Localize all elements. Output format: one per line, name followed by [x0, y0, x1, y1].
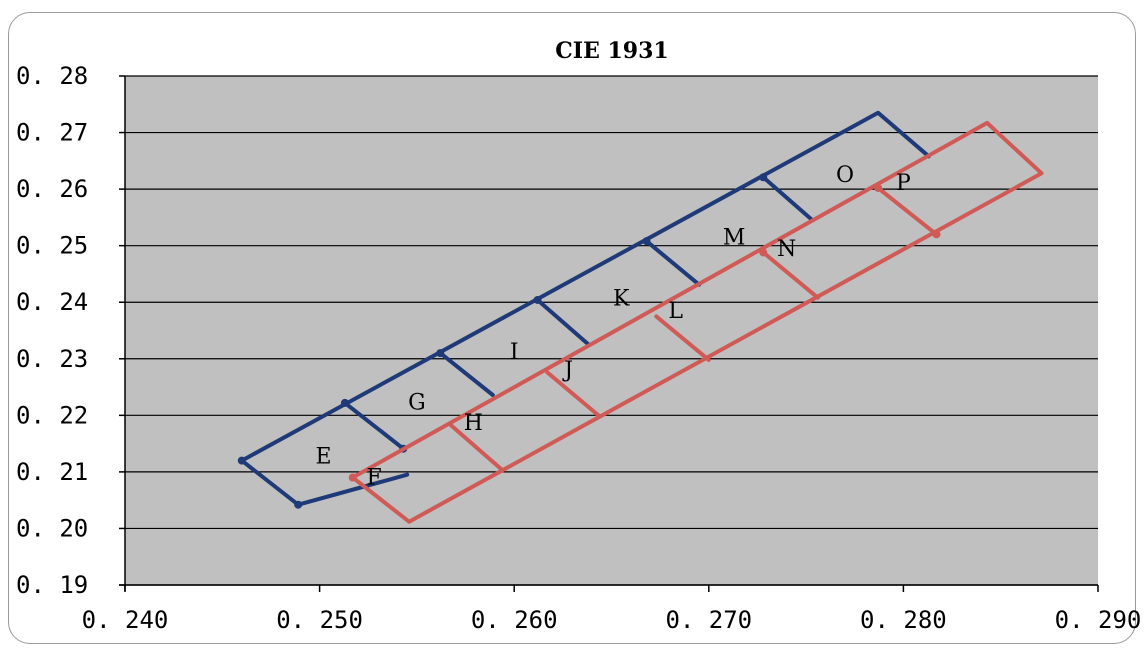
region-label: E [315, 444, 331, 469]
region-label: O [836, 163, 854, 188]
region-label: M [723, 226, 746, 251]
x-tick-label: 0. 260 [471, 606, 558, 634]
region-label: N [777, 237, 796, 262]
x-tick-label: 0. 290 [1055, 606, 1142, 634]
series-0-point [759, 173, 768, 182]
series-1-point [874, 183, 883, 192]
y-tick-label: 0. 22 [16, 401, 88, 429]
tick-labels: 0. 19 0. 20 0. 21 0. 22 0. 23 0. 24 0. 25 0. 26… [16, 62, 1141, 634]
y-tick-label: 0. 26 [16, 175, 88, 203]
y-tick-label: 0. 20 [16, 514, 88, 542]
region-label: G [408, 391, 426, 416]
x-tick-label: 0. 280 [860, 606, 947, 634]
region-label: P [896, 171, 911, 196]
series-0-line [535, 298, 591, 347]
series-1-point [932, 230, 941, 239]
y-tick-label: 0. 25 [16, 232, 88, 260]
region-label: H [464, 411, 483, 436]
series-0-line [239, 458, 301, 507]
series-1-line [545, 370, 602, 419]
region-label: L [668, 299, 683, 324]
region-label: I [510, 340, 519, 365]
y-tick-label: 0. 24 [16, 288, 88, 316]
plot-area [125, 76, 1098, 585]
series-0-line [342, 400, 406, 451]
region-label: J [562, 358, 573, 383]
series-1-point [759, 248, 768, 257]
series-0-line [644, 239, 702, 287]
x-tick-label: 0. 240 [82, 606, 169, 634]
series-0-point [237, 456, 246, 465]
series-1-line [654, 314, 711, 362]
series-1-line [876, 186, 939, 237]
series-0-point [294, 500, 303, 509]
series-1-line [448, 422, 505, 473]
series-1-line [761, 250, 820, 300]
region-labels: E F G H I J K L M N O P [315, 163, 911, 491]
region-label: F [366, 465, 381, 490]
y-tick-label: 0. 21 [16, 458, 88, 486]
x-tick-label: 0. 250 [276, 606, 363, 634]
series-0-line [296, 472, 410, 507]
y-tick-label: 0. 23 [16, 345, 88, 373]
series-group [237, 110, 1044, 524]
series-0-line [239, 110, 931, 463]
series-1-point [348, 473, 357, 482]
y-tick-label: 0. 27 [16, 119, 88, 147]
y-tick-label: 0. 28 [16, 62, 88, 90]
series-0-point [533, 295, 542, 304]
series-1-line [350, 120, 1044, 524]
axes [119, 75, 1099, 592]
series-0-point [340, 398, 349, 407]
region-label: K [613, 287, 630, 312]
series-0-line [761, 175, 814, 222]
series-0-line [438, 351, 495, 397]
series-0-point [642, 237, 651, 246]
series-0-point [436, 349, 445, 358]
y-tick-label: 0. 19 [16, 571, 88, 599]
x-tick-label: 0. 270 [665, 606, 752, 634]
chart-title: CIE 1931 [555, 38, 668, 64]
